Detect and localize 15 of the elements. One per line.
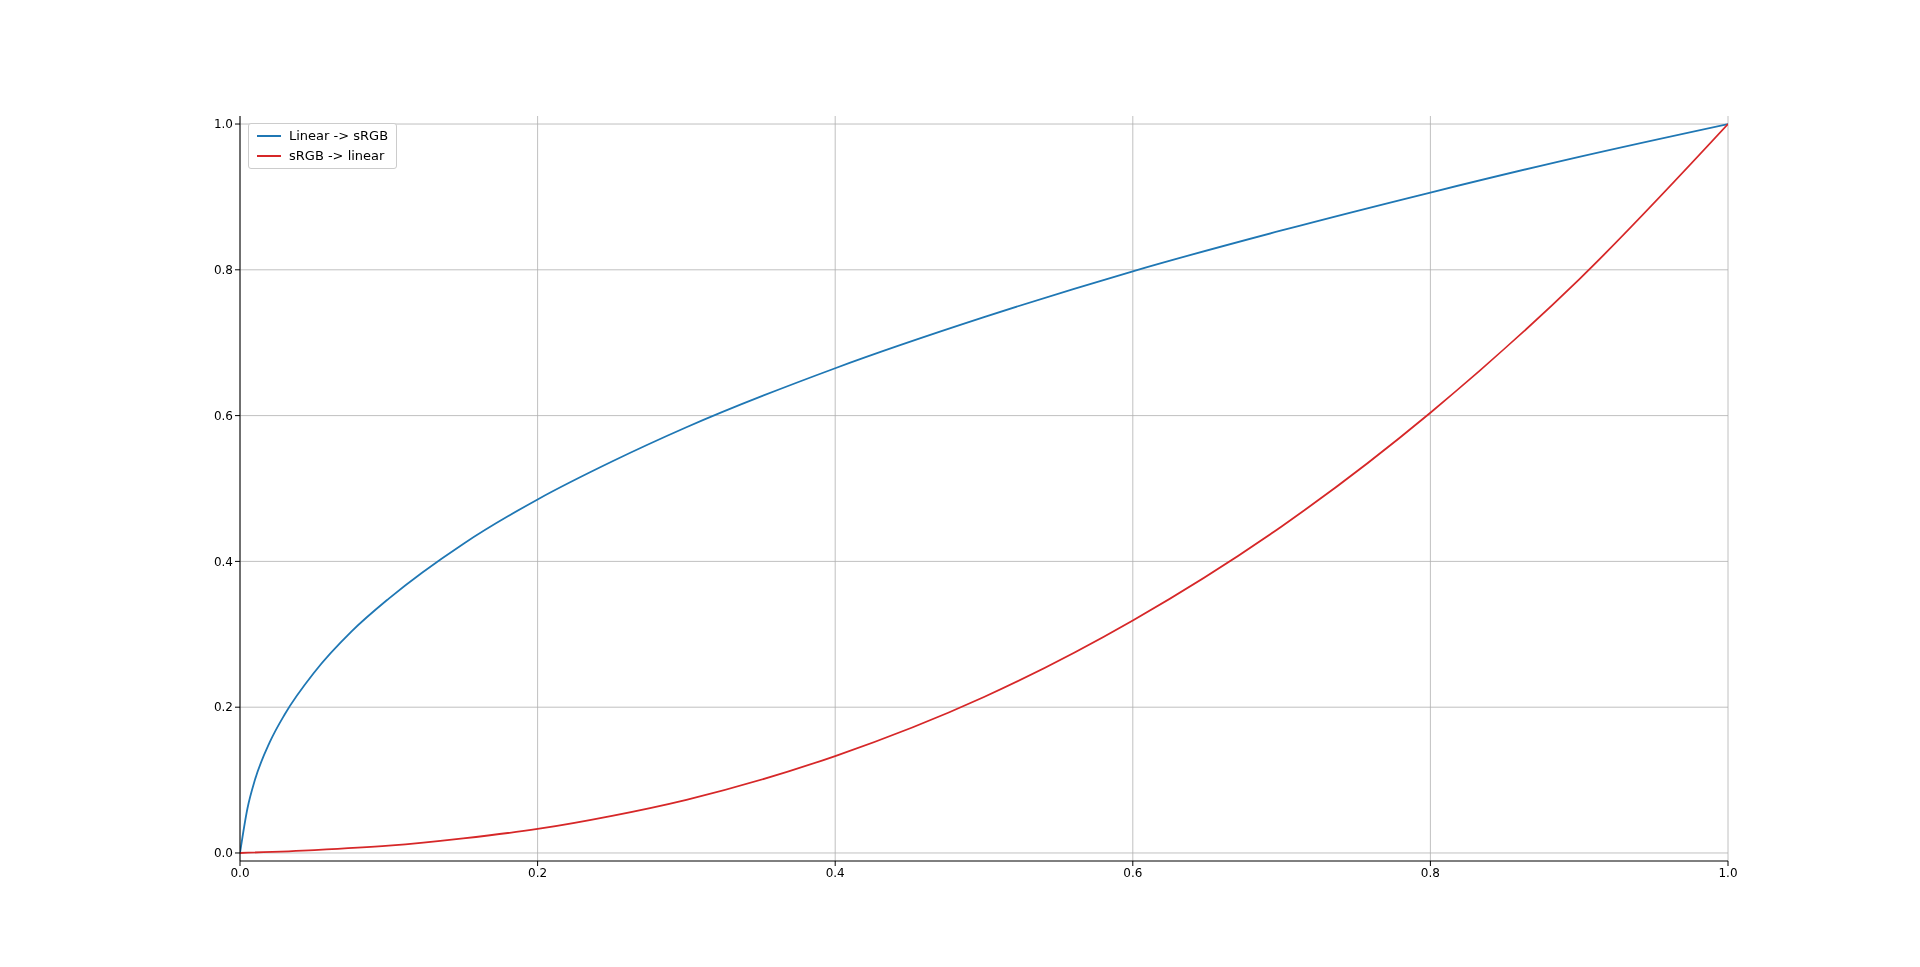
legend-label: Linear -> sRGB <box>289 127 389 145</box>
x-tick-label: 0.0 <box>230 865 250 880</box>
x-tick-label: 0.8 <box>1420 865 1440 880</box>
y-tick-label: 0.0 <box>213 846 233 861</box>
x-tick-label: 0.4 <box>825 865 845 880</box>
line-series <box>240 123 1728 854</box>
y-tick-label: 1.0 <box>213 117 233 132</box>
x-tick-label: 0.6 <box>1123 865 1143 880</box>
y-tick-label: 0.2 <box>213 700 233 715</box>
x-tick-label: 1.0 <box>1718 865 1738 880</box>
legend-label: sRGB -> linear <box>289 147 385 165</box>
y-tick-label: 0.4 <box>213 554 233 569</box>
x-tick-label: 0.2 <box>528 865 548 880</box>
y-tick-label: 0.6 <box>213 408 233 423</box>
y-tick-label: 0.8 <box>213 263 233 278</box>
